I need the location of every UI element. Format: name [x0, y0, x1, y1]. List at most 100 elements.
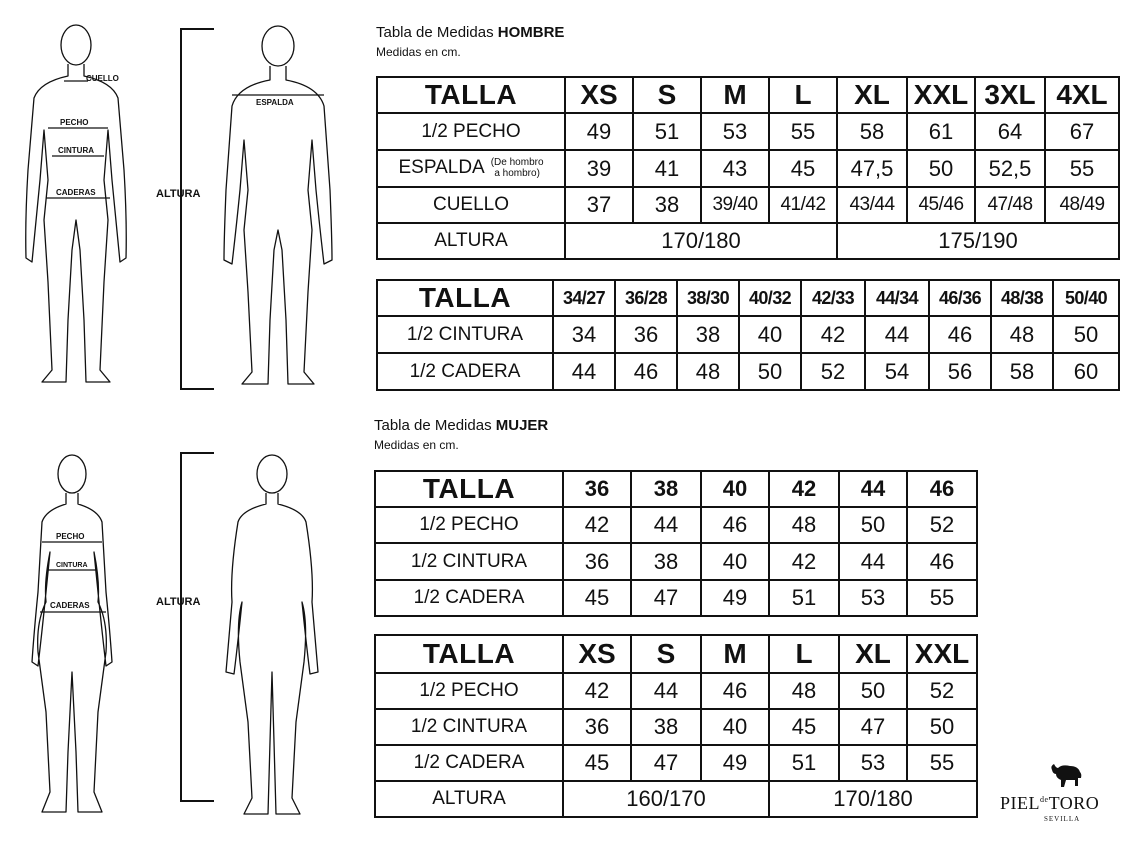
table-row-altura: ALTURA 170/180 175/190 [376, 222, 1120, 260]
cell-value: 58 [836, 112, 908, 151]
men-altura-bracket [180, 28, 214, 390]
cell-value: 53 [838, 579, 908, 617]
cell-value: 38 [630, 708, 702, 746]
size-header: 46 [906, 470, 978, 508]
cell-value: 36 [562, 542, 632, 581]
women-heading-bold: MUJER [495, 417, 549, 434]
note-line-2: a hombro) [494, 168, 540, 180]
size-header: XXL [906, 634, 978, 674]
women-altura-label: ALTURA [156, 596, 201, 608]
size-header: 4XL [1044, 76, 1120, 114]
cell-value: 43 [700, 149, 770, 188]
cell-value: 51 [768, 579, 840, 617]
cell-value: 48 [990, 315, 1054, 354]
table-row: 1/2 PECHO 49 51 53 55 58 61 64 67 [376, 112, 1120, 151]
row-label-espalda: ESPALDA (De hombro a hombro) [376, 149, 566, 188]
label-caderas: CADERAS [50, 601, 90, 610]
cell-value: 56 [928, 352, 992, 391]
size-header: 48/38 [990, 279, 1054, 317]
row-label: 1/2 PECHO [376, 112, 566, 151]
women-heading-prefix: Tabla de Medidas [374, 417, 496, 434]
cell-value: 45 [768, 708, 840, 746]
size-header: M [700, 76, 770, 114]
men-measure-arrows [46, 80, 110, 199]
cell-value: 45 [562, 579, 632, 617]
men-heading-prefix: Tabla de Medidas [376, 24, 498, 41]
size-header: S [632, 76, 702, 114]
cell-value: 42 [562, 672, 632, 710]
cell-value: 55 [1044, 149, 1120, 188]
men-altura-label: ALTURA [156, 188, 201, 200]
table-row: CUELLO 37 38 39/40 41/42 43/44 45/46 47/… [376, 186, 1120, 224]
brand-name-part1: PIEL [1000, 793, 1040, 813]
cell-value: 67 [1044, 112, 1120, 151]
size-header: 46/36 [928, 279, 992, 317]
row-label: 1/2 CINTURA [374, 542, 564, 581]
cell-value: 55 [768, 112, 838, 151]
row-label: 1/2 CADERA [376, 352, 554, 391]
cell-value: 50 [906, 149, 976, 188]
row-label: ALTURA [374, 780, 564, 818]
table-row: 1/2 CADERA 45 47 49 51 53 55 [374, 744, 978, 782]
row-label: ALTURA [376, 222, 566, 260]
size-header: 50/40 [1052, 279, 1120, 317]
cell-value: 53 [838, 744, 908, 782]
cell-value: 50 [738, 352, 802, 391]
size-header: 38 [630, 470, 702, 508]
women-figure-front [31, 454, 113, 813]
altura-group-value: 175/190 [836, 222, 1120, 260]
cell-value: 44 [630, 506, 702, 544]
size-header: 44/34 [864, 279, 930, 317]
talla-header: TALLA [374, 634, 564, 674]
cell-value: 47,5 [836, 149, 908, 188]
label-pecho: PECHO [56, 532, 85, 541]
cell-value: 36 [614, 315, 678, 354]
altura-group-value: 170/180 [564, 222, 838, 260]
cell-value: 45 [562, 744, 632, 782]
cell-value: 49 [564, 112, 634, 151]
size-header: 44 [838, 470, 908, 508]
cell-value: 46 [928, 315, 992, 354]
cell-value: 41/42 [768, 186, 838, 224]
size-header: 42 [768, 470, 840, 508]
row-label: 1/2 PECHO [374, 506, 564, 544]
cell-value: 52 [906, 672, 978, 710]
cell-value: 44 [864, 315, 930, 354]
cell-value: 60 [1052, 352, 1120, 391]
row-label-note: (De hombro a hombro) [491, 157, 544, 179]
cell-value: 64 [974, 112, 1046, 151]
cell-value: 61 [906, 112, 976, 151]
size-header: S [630, 634, 702, 674]
brand-wordmark: PIELdeTORO [1000, 793, 1099, 814]
table-row: 1/2 CADERA 45 47 49 51 53 55 [374, 579, 978, 617]
brand-name-small: de [1040, 795, 1049, 804]
men-subheading: Medidas en cm. [376, 45, 461, 59]
size-header: 36 [562, 470, 632, 508]
table-row: 1/2 PECHO 42 44 46 48 50 52 [374, 506, 978, 544]
cell-value: 39 [564, 149, 634, 188]
cell-value: 36 [562, 708, 632, 746]
cell-value: 49 [700, 744, 770, 782]
cell-value: 34 [552, 315, 616, 354]
cell-value: 39/40 [700, 186, 770, 224]
table-row: 1/2 CINTURA 34 36 38 40 42 44 46 48 50 [376, 315, 1120, 354]
men-table2-header-row: TALLA 34/27 36/28 38/30 40/32 42/33 44/3… [376, 279, 1120, 317]
women-letter-size-table: TALLA XS S M L XL XXL 1/2 PECHO 42 44 46… [374, 634, 978, 818]
women-subheading: Medidas en cm. [374, 438, 459, 452]
size-header: 3XL [974, 76, 1046, 114]
talla-header: TALLA [376, 279, 554, 317]
brand-name-part2: TORO [1048, 793, 1100, 813]
men-table-header-row: TALLA XS S M L XL XXL 3XL 4XL [376, 76, 1120, 114]
size-header: XXL [906, 76, 976, 114]
altura-group-value: 160/170 [562, 780, 770, 818]
cell-value: 45/46 [906, 186, 976, 224]
cell-value: 47 [630, 744, 702, 782]
label-caderas: CADERAS [56, 188, 96, 197]
size-header: XL [836, 76, 908, 114]
cell-value: 53 [700, 112, 770, 151]
cell-value: 43/44 [836, 186, 908, 224]
cell-value: 42 [800, 315, 866, 354]
cell-value: 48 [676, 352, 740, 391]
row-label: ESPALDA [398, 157, 485, 179]
cell-value: 55 [906, 744, 978, 782]
